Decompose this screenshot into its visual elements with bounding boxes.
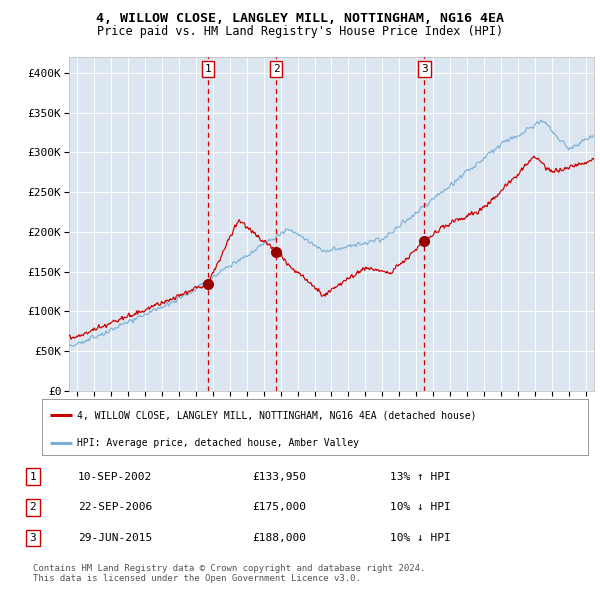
- Text: 29-JUN-2015: 29-JUN-2015: [78, 533, 152, 543]
- Text: £133,950: £133,950: [252, 472, 306, 481]
- Text: 1: 1: [205, 64, 211, 74]
- Text: 1: 1: [29, 472, 37, 481]
- Text: HPI: Average price, detached house, Amber Valley: HPI: Average price, detached house, Ambe…: [77, 438, 359, 448]
- Text: 10% ↓ HPI: 10% ↓ HPI: [390, 533, 451, 543]
- Text: 13% ↑ HPI: 13% ↑ HPI: [390, 472, 451, 481]
- Text: 22-SEP-2006: 22-SEP-2006: [78, 503, 152, 512]
- Text: £188,000: £188,000: [252, 533, 306, 543]
- Text: 2: 2: [273, 64, 280, 74]
- Text: 2: 2: [29, 503, 37, 512]
- Text: 10-SEP-2002: 10-SEP-2002: [78, 472, 152, 481]
- Text: Price paid vs. HM Land Registry's House Price Index (HPI): Price paid vs. HM Land Registry's House …: [97, 25, 503, 38]
- Text: £175,000: £175,000: [252, 503, 306, 512]
- Text: 10% ↓ HPI: 10% ↓ HPI: [390, 503, 451, 512]
- Text: 3: 3: [29, 533, 37, 543]
- Text: Contains HM Land Registry data © Crown copyright and database right 2024.
This d: Contains HM Land Registry data © Crown c…: [33, 563, 425, 583]
- Text: 4, WILLOW CLOSE, LANGLEY MILL, NOTTINGHAM, NG16 4EA: 4, WILLOW CLOSE, LANGLEY MILL, NOTTINGHA…: [96, 12, 504, 25]
- Text: 4, WILLOW CLOSE, LANGLEY MILL, NOTTINGHAM, NG16 4EA (detached house): 4, WILLOW CLOSE, LANGLEY MILL, NOTTINGHA…: [77, 410, 477, 420]
- Text: 3: 3: [421, 64, 428, 74]
